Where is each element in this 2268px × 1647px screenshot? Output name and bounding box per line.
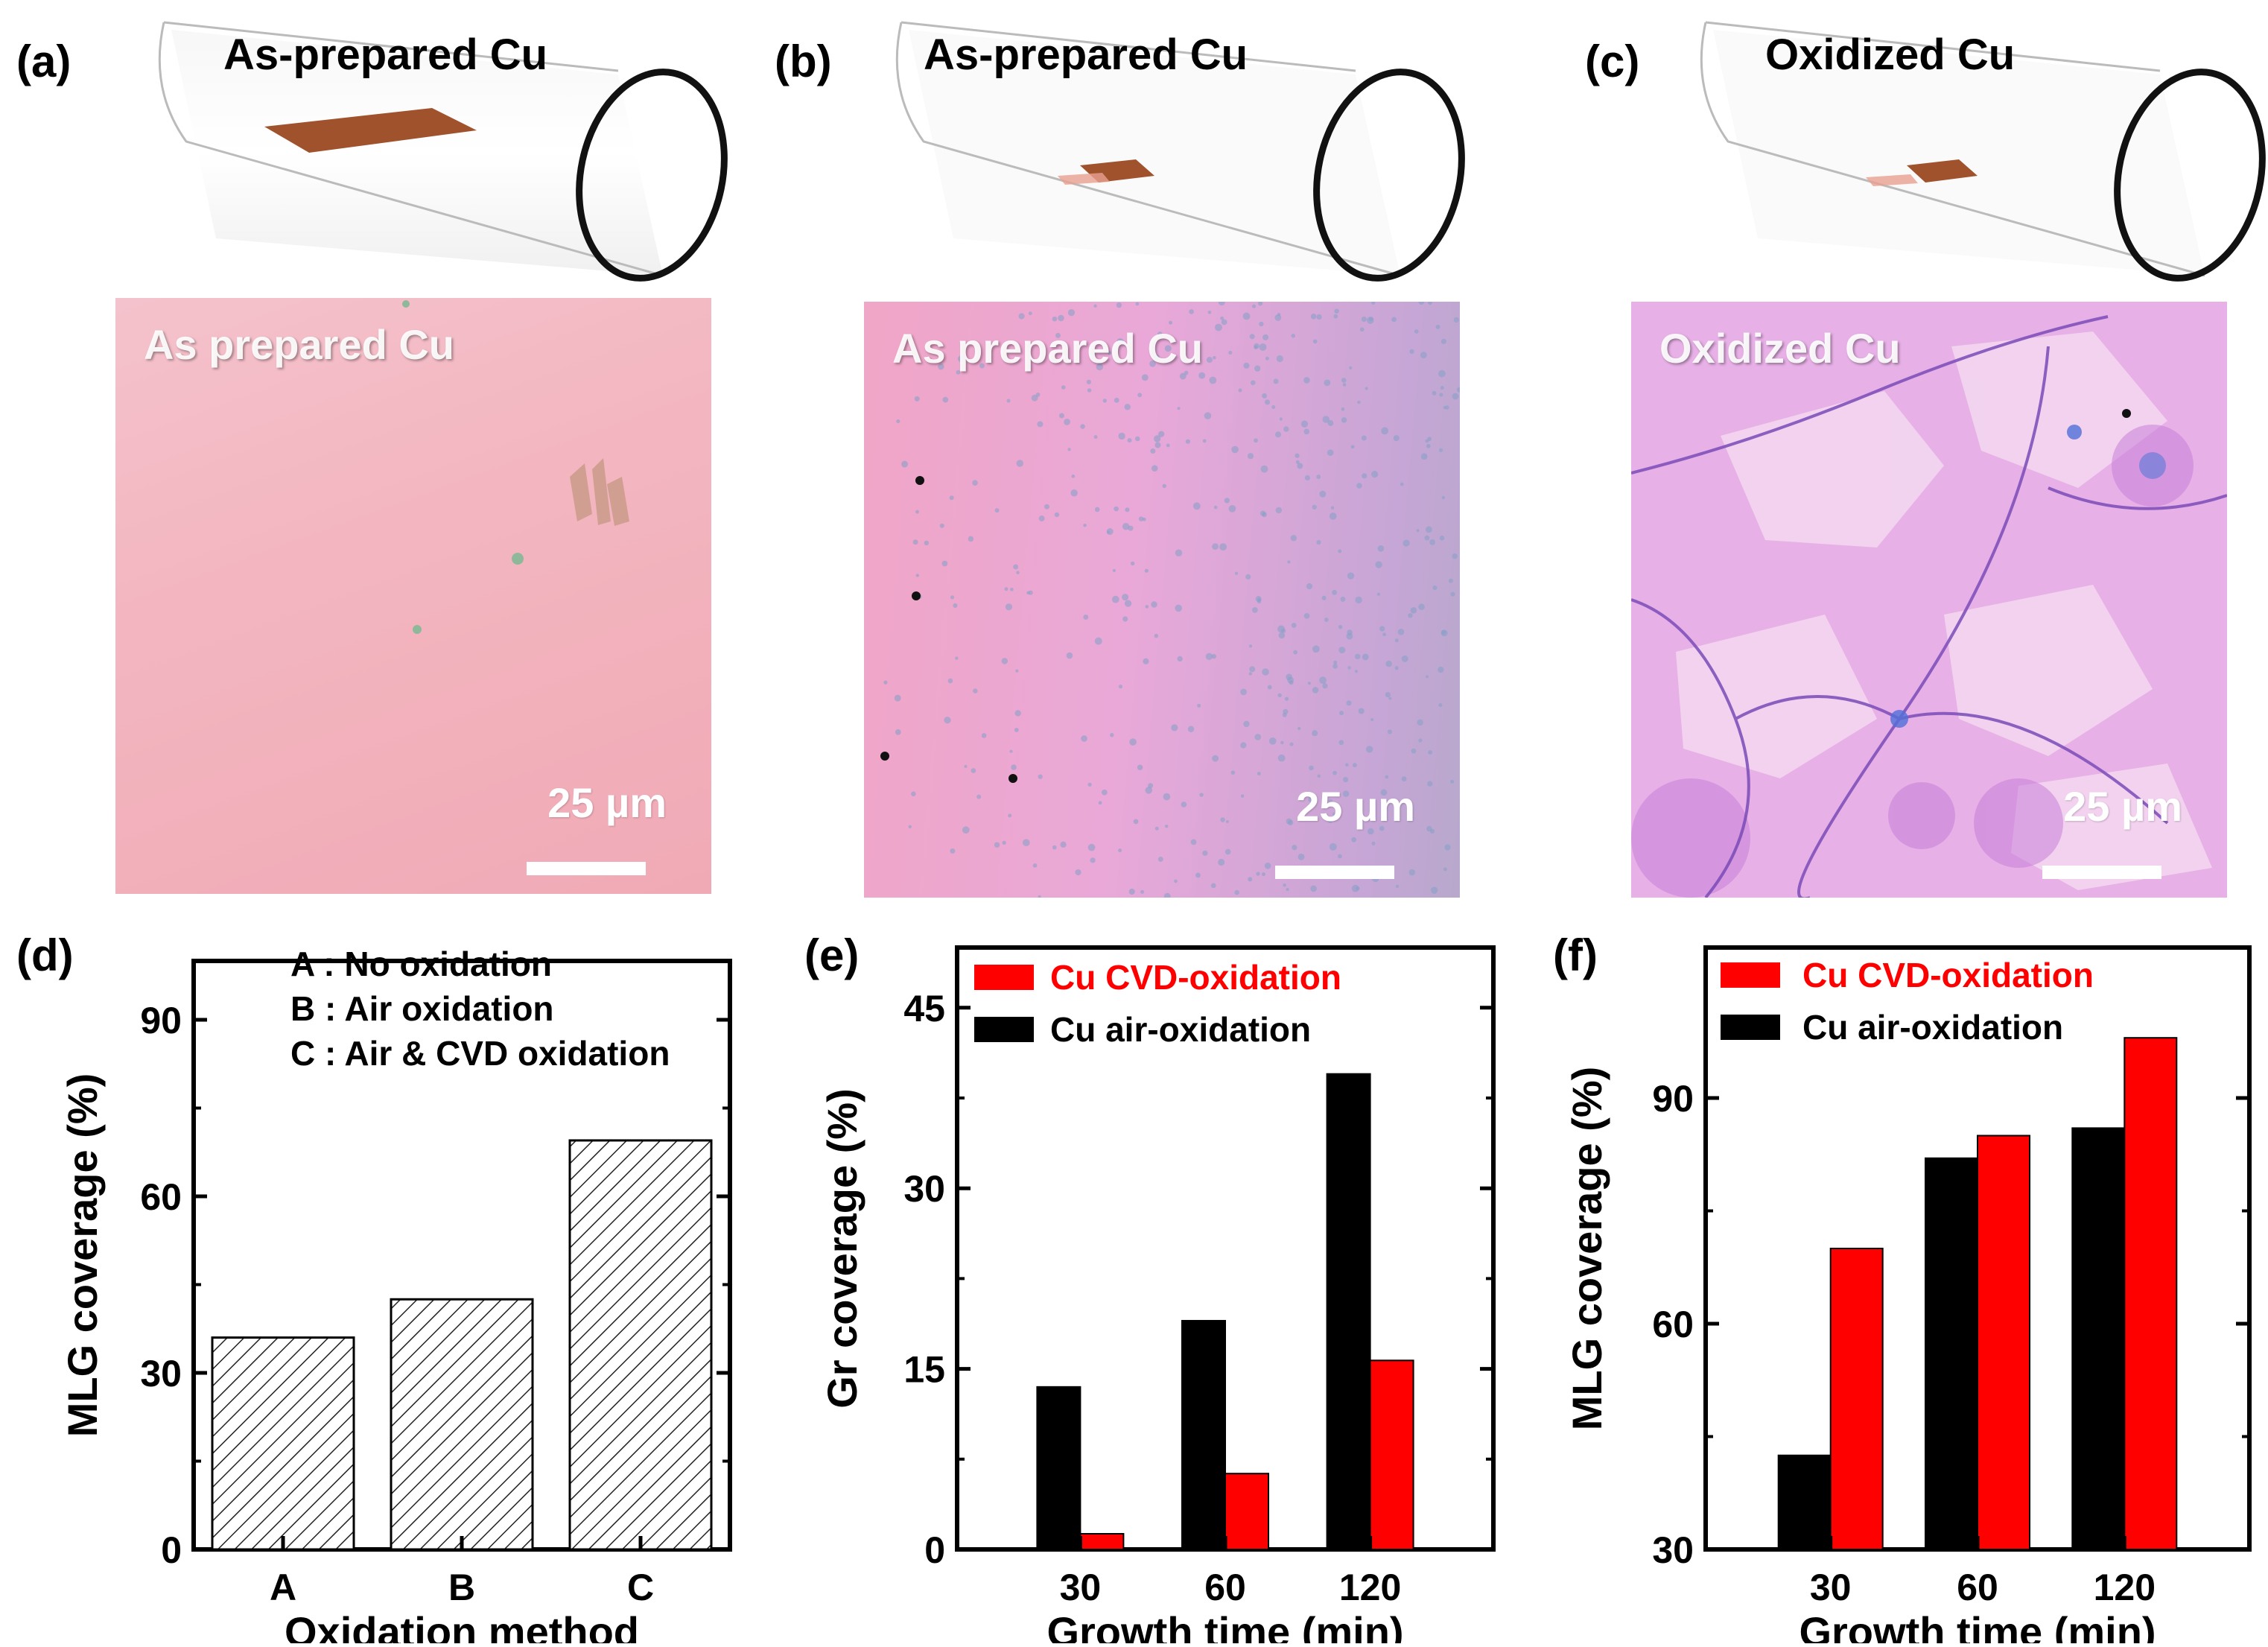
- micrograph-title-b: As prepared Cu: [892, 325, 1203, 372]
- panel-label-d: (d): [16, 930, 74, 980]
- copper-foil: [264, 108, 477, 153]
- legend-e: Cu CVD-oxidation Cu air-oxidation: [974, 958, 1341, 1049]
- panel-label-a: (a): [16, 37, 72, 86]
- tube-illustration: [158, 21, 728, 282]
- y-tick-label: 30: [1652, 1529, 1694, 1571]
- bar-cvd-120: [1369, 1359, 1414, 1551]
- x-tick-label: 30: [1060, 1567, 1102, 1608]
- legend-swatch-black: [974, 1017, 1034, 1042]
- legend-label-air: Cu air-oxidation: [1802, 1008, 2063, 1047]
- y-tick-label: 60: [1652, 1304, 1694, 1345]
- bar-air-30: [1036, 1386, 1081, 1551]
- bar-cvd-60: [1224, 1473, 1269, 1551]
- micrograph-title-c: Oxidized Cu: [1659, 325, 1901, 372]
- legend-swatch-black: [1721, 1015, 1780, 1040]
- bar-air-30: [1777, 1454, 1832, 1550]
- bar-air-120: [1326, 1073, 1371, 1550]
- y-axis-label: MLG coverage (%): [59, 1073, 106, 1438]
- bar-cvd-60: [1977, 1135, 2030, 1550]
- bar-cvd-30: [1829, 1248, 1884, 1550]
- micrograph-texture: [1631, 315, 2227, 898]
- tube-illustration: [1700, 21, 2266, 282]
- legend-label-cvd: Cu CVD-oxidation: [1050, 958, 1341, 997]
- bar-b: [390, 1298, 534, 1551]
- y-axis-label: MLG coverage (%): [1563, 1067, 1610, 1431]
- chart-e: Cu CVD-oxidation Cu air-oxidation Gr cov…: [804, 924, 1512, 1647]
- panel-label-c: (c): [1585, 37, 1640, 86]
- x-tick-label: A: [270, 1567, 296, 1608]
- x-tick-label: 120: [1339, 1567, 1401, 1608]
- scale-label-c: 25 µm: [2063, 783, 2182, 830]
- bar-air-60: [1925, 1157, 1978, 1550]
- x-tick-label: 60: [1204, 1567, 1246, 1608]
- y-tick-label: 0: [161, 1529, 182, 1571]
- bar-c: [568, 1139, 713, 1551]
- panel-label-b: (b): [775, 37, 832, 86]
- copper-foil-shadow: [1058, 173, 1110, 185]
- x-tick-label: 60: [1957, 1567, 1998, 1608]
- panel-label-f: (f): [1553, 930, 1598, 980]
- legend-swatch-red: [974, 965, 1034, 990]
- scale-label-a: 25 µm: [547, 779, 667, 826]
- chart-f-svg: Cu CVD-oxidation Cu air-oxidation MLG co…: [1563, 945, 2252, 1647]
- quartz-tube-c: Oxidized Cu: [1683, 0, 2268, 283]
- chart-e-svg: Cu CVD-oxidation Cu air-oxidation Gr cov…: [819, 945, 1496, 1647]
- scale-label-b: 25 µm: [1296, 783, 1415, 830]
- tube-title-b: As-prepared Cu: [924, 31, 1248, 79]
- tube-illustration: [895, 21, 1465, 282]
- bar-cvd-120: [2124, 1037, 2178, 1550]
- chart-d-svg: A : No oxidation B : Air oxidation C : A…: [59, 945, 732, 1647]
- y-tick-label: 90: [140, 1000, 182, 1041]
- micrograph-texture: [402, 300, 629, 634]
- legend-item-b: B : Air oxidation: [290, 989, 554, 1028]
- panel-label-e: (e): [804, 930, 860, 980]
- x-axis-label: Growth time (min): [1046, 1608, 1403, 1643]
- legend-item-a: A : No oxidation: [290, 945, 552, 983]
- y-tick-label: 90: [1652, 1078, 1694, 1120]
- x-tick-label: 30: [1810, 1567, 1852, 1608]
- chart-f: Cu CVD-oxidation Cu air-oxidation MLG co…: [1549, 924, 2268, 1647]
- legend-item-c: C : Air & CVD oxidation: [290, 1034, 670, 1073]
- tube-title-a: As-prepared Cu: [223, 31, 548, 79]
- copper-foil-shadow: [1866, 174, 1918, 186]
- legend-label-cvd: Cu CVD-oxidation: [1802, 956, 2094, 994]
- scale-bar-b: [1275, 866, 1394, 879]
- micrograph-a: As prepared Cu 25 µm: [115, 298, 711, 894]
- bar-cvd-30: [1079, 1532, 1125, 1551]
- legend-swatch-red: [1721, 962, 1780, 988]
- bar-air-120: [2071, 1127, 2126, 1550]
- bar-air-60: [1181, 1319, 1226, 1551]
- chart-d: A : No oxidation B : Air oxidation C : A…: [0, 924, 752, 1647]
- micrograph-c: Oxidized Cu 25 µm: [1631, 302, 2227, 898]
- x-tick-label: B: [448, 1567, 475, 1608]
- scale-bar-a: [527, 862, 646, 875]
- y-tick-label: 0: [924, 1529, 945, 1571]
- scale-bar-c: [2042, 866, 2161, 879]
- x-tick-label: 120: [2094, 1567, 2156, 1608]
- micrograph-title-a: As prepared Cu: [144, 321, 454, 368]
- tube-title-c: Oxidized Cu: [1765, 31, 2016, 79]
- y-axis-label: Gr coverage (%): [819, 1088, 865, 1409]
- y-tick-label: 45: [903, 988, 945, 1029]
- micrograph-b: As prepared Cu 25 µm: [864, 302, 1460, 898]
- y-tick-label: 30: [903, 1168, 945, 1210]
- copper-foil: [1907, 159, 1978, 183]
- micrograph-texture: [880, 302, 1460, 898]
- legend-d: A : No oxidation B : Air oxidation C : A…: [290, 945, 670, 1073]
- quartz-tube-b: As-prepared Cu: [879, 0, 1475, 283]
- x-tick-label: C: [627, 1567, 654, 1608]
- quartz-tube-a: As-prepared Cu: [142, 0, 737, 283]
- bar-a: [211, 1336, 355, 1551]
- y-tick-label: 15: [903, 1349, 945, 1391]
- legend-f: Cu CVD-oxidation Cu air-oxidation: [1721, 956, 2094, 1047]
- x-axis-label: Oxidation method: [285, 1608, 639, 1643]
- x-axis-label: Growth time (min): [1799, 1608, 2156, 1643]
- legend-label-air: Cu air-oxidation: [1050, 1010, 1311, 1049]
- y-tick-label: 60: [140, 1176, 182, 1218]
- y-tick-label: 30: [140, 1353, 182, 1394]
